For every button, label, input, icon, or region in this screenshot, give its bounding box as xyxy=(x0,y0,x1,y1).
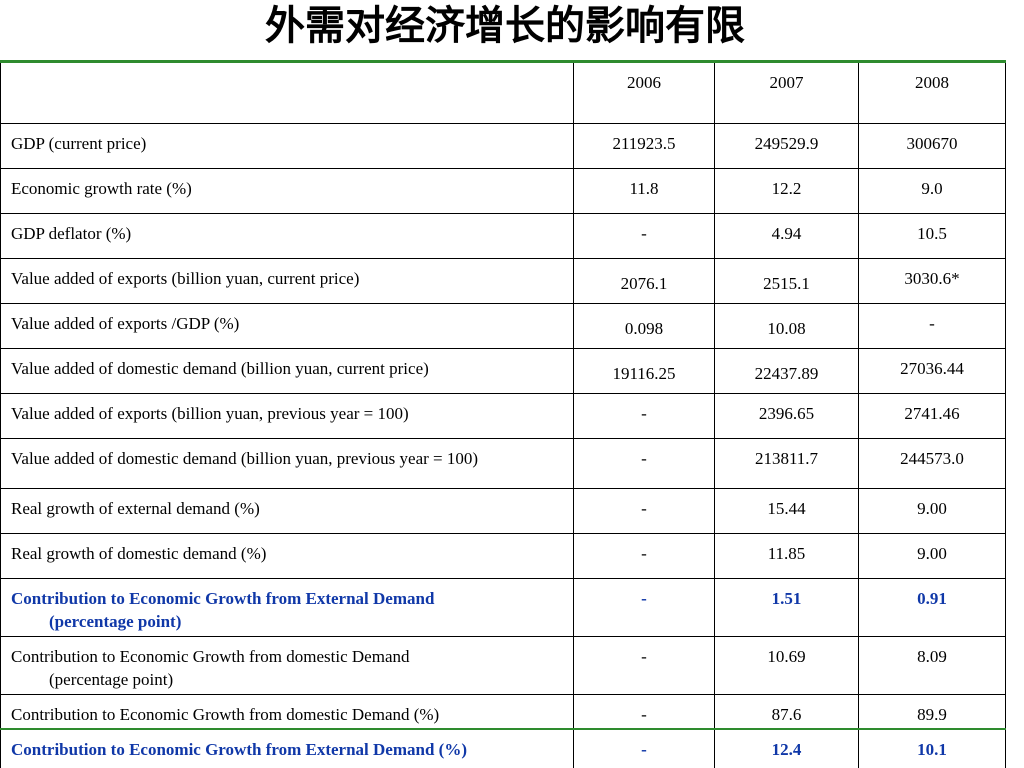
data-table: 2006 2007 2008 GDP (current price) 21192… xyxy=(0,60,1006,768)
row-label: Contribution to Economic Growth from dom… xyxy=(0,636,574,695)
cell-value: 211923.5 xyxy=(573,123,715,169)
cell-value: 2741.46 xyxy=(858,393,1006,439)
row-label: Value added of exports (billion yuan, pr… xyxy=(0,393,574,439)
cell-value: 9.00 xyxy=(858,533,1006,579)
cell-value: 9.0 xyxy=(858,168,1006,214)
table-row: Value added of domestic demand (billion … xyxy=(0,438,1006,489)
header-row: 2006 2007 2008 xyxy=(0,60,1006,124)
cell-value: 8.09 xyxy=(858,636,1006,695)
cell-value: 9.00 xyxy=(858,488,1006,534)
cell-value: 2396.65 xyxy=(714,393,859,439)
header-cell-2008: 2008 xyxy=(858,60,1006,124)
cell-value: - xyxy=(573,488,715,534)
row-label: Real growth of external demand (%) xyxy=(0,488,574,534)
cell-text: 19116.25 xyxy=(612,364,676,383)
cell-value: 1.51 xyxy=(714,578,859,637)
table-row: Real growth of domestic demand (%) - 11.… xyxy=(0,533,1006,579)
cell-value: - xyxy=(573,636,715,695)
cell-value: 213811.7 xyxy=(714,438,859,489)
cell-value: 11.85 xyxy=(714,533,859,579)
table-row-highlight: Contribution to Economic Growth from Ext… xyxy=(0,578,1006,637)
table-row: Value added of exports /GDP (%) 0.098 10… xyxy=(0,303,1006,349)
cell-value: 12.2 xyxy=(714,168,859,214)
cell-value: 10.69 xyxy=(714,636,859,695)
cell-value: 0.91 xyxy=(858,578,1006,637)
table-row-highlight: Contribution to Economic Growth from Ext… xyxy=(0,727,1006,768)
cell-text: 22437.89 xyxy=(754,364,819,383)
cell-value: 15.44 xyxy=(714,488,859,534)
row-label: Contribution to Economic Growth from Ext… xyxy=(0,578,574,637)
row-label: Value added of domestic demand (billion … xyxy=(0,348,574,394)
cell-text: 2076.1 xyxy=(620,274,668,293)
row-label: GDP (current price) xyxy=(0,123,574,169)
cell-value: 19116.25 xyxy=(573,348,715,394)
cell-value: - xyxy=(573,393,715,439)
cell-value: 300670 xyxy=(858,123,1006,169)
cell-value: 87.6 xyxy=(714,694,859,729)
table-row: GDP deflator (%) - 4.94 10.5 xyxy=(0,213,1006,259)
header-cell-2006: 2006 xyxy=(573,60,715,124)
table-row: Value added of domestic demand (billion … xyxy=(0,348,1006,394)
cell-value: 244573.0 xyxy=(858,438,1006,489)
row-label: GDP deflator (%) xyxy=(0,213,574,259)
cell-value: 10.5 xyxy=(858,213,1006,259)
row-label: Contribution to Economic Growth from Ext… xyxy=(0,727,574,768)
row-label: Contribution to Economic Growth from dom… xyxy=(0,694,574,729)
cell-value: - xyxy=(573,213,715,259)
header-cell-2007: 2007 xyxy=(714,60,859,124)
table-row: Economic growth rate (%) 11.8 12.2 9.0 xyxy=(0,168,1006,214)
table-row: Value added of exports (billion yuan, cu… xyxy=(0,258,1006,304)
cell-value: 12.4 xyxy=(714,727,859,768)
cell-value: 2076.1 xyxy=(573,258,715,304)
cell-text: 0.098 xyxy=(624,319,664,338)
row-label: Value added of domestic demand (billion … xyxy=(0,438,574,489)
cell-value: 11.8 xyxy=(573,168,715,214)
row-label-line2: (percentage point) xyxy=(49,612,182,631)
cell-value: - xyxy=(573,694,715,729)
row-label-line1: Contribution to Economic Growth from dom… xyxy=(11,647,410,666)
table-row: GDP (current price) 211923.5 249529.9 30… xyxy=(0,123,1006,169)
table-row: Real growth of external demand (%) - 15.… xyxy=(0,488,1006,534)
cell-value: 27036.44 xyxy=(858,348,1006,394)
row-label-line2: (percentage point) xyxy=(49,670,174,689)
cell-text: 10.08 xyxy=(767,319,806,338)
cell-value: - xyxy=(573,727,715,768)
cell-value: 10.1 xyxy=(858,727,1006,768)
cell-text: 2515.1 xyxy=(763,274,810,293)
cell-value: 2515.1 xyxy=(714,258,859,304)
slide-title: 外需对经济增长的影响有限 xyxy=(265,3,745,49)
table-row: Contribution to Economic Growth from dom… xyxy=(0,636,1006,695)
cell-value: - xyxy=(573,438,715,489)
row-label: Value added of exports /GDP (%) xyxy=(0,303,574,349)
row-label: Value added of exports (billion yuan, cu… xyxy=(0,258,574,304)
table-row: Value added of exports (billion yuan, pr… xyxy=(0,393,1006,439)
row-label-line1: Contribution to Economic Growth from Ext… xyxy=(11,589,435,608)
cell-value: 22437.89 xyxy=(714,348,859,394)
cell-value: 89.9 xyxy=(858,694,1006,729)
cell-value: 249529.9 xyxy=(714,123,859,169)
cell-value: - xyxy=(573,533,715,579)
table-row: Contribution to Economic Growth from dom… xyxy=(0,694,1006,729)
cell-value: 3030.6* xyxy=(858,258,1006,304)
row-label: Economic growth rate (%) xyxy=(0,168,574,214)
header-cell-empty xyxy=(0,60,574,124)
cell-value: 10.08 xyxy=(714,303,859,349)
cell-value: - xyxy=(858,303,1006,349)
row-label: Real growth of domestic demand (%) xyxy=(0,533,574,579)
cell-value: - xyxy=(573,578,715,637)
cell-value: 0.098 xyxy=(573,303,715,349)
cell-value: 4.94 xyxy=(714,213,859,259)
